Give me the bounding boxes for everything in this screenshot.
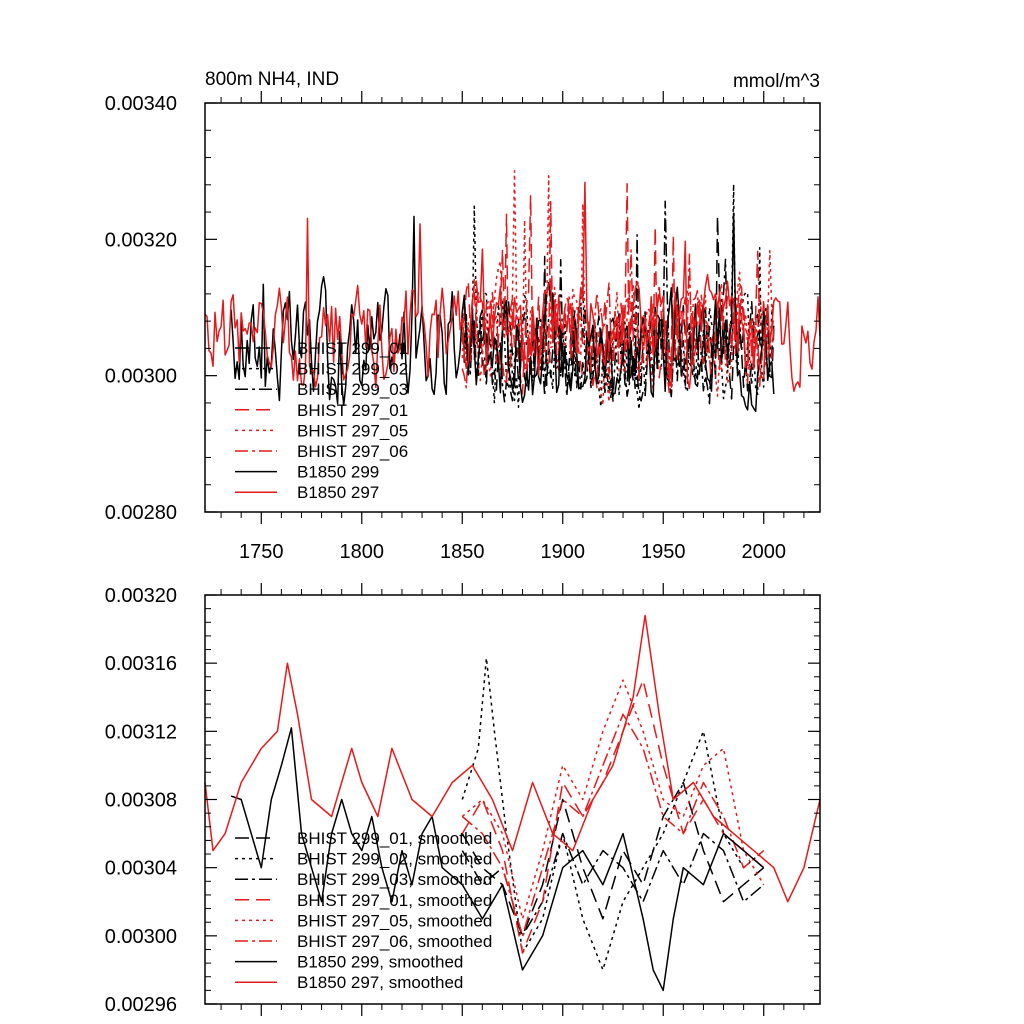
- legend-label-b1850-299-smoothed: B1850 299, smoothed: [297, 953, 463, 972]
- y-tick-label: 0.00300: [105, 926, 177, 948]
- legend-label-bhist-299-02-smoothed: BHIST 299_02, smoothed: [297, 850, 492, 869]
- legend-label-bhist-299-03-smoothed: BHIST 299_03, smoothed: [297, 870, 492, 889]
- bottom-ticks: 0.00296 0.00300 0.00304 0.00308 0.00312 0.003…: [105, 583, 820, 1016]
- series-line-b1850-299-smoothed: [230, 727, 765, 992]
- y-tick-label: 0.00340: [105, 93, 177, 115]
- y-tick-label: 0.00320: [105, 585, 177, 607]
- bottom-series-layer: [204, 614, 821, 992]
- legend-label-bhist-299-01-smoothed: BHIST 299_01, smoothed: [297, 829, 492, 848]
- top-ticks: 0.00280 0.00300 0.00320 0.00340 1750 1800 1850…: [105, 91, 820, 563]
- top-series-layer: [204, 169, 821, 413]
- series-line-bhist-297-06-smoothed: [461, 713, 765, 937]
- x-tick-label: 1900: [540, 541, 585, 563]
- series-line-bhist-299-03: [462, 200, 775, 405]
- bottom-panel: 0.00296 0.00300 0.00304 0.00308 0.00312 0.003…: [105, 583, 821, 1016]
- x-tick-label: 1800: [340, 541, 385, 563]
- series-line-bhist-299-01-smoothed: [461, 781, 765, 937]
- series-line-b1850-297: [204, 181, 821, 392]
- y-tick-label: 0.00304: [105, 858, 177, 880]
- legend-label-b1850-297-smoothed: B1850 297, smoothed: [297, 973, 463, 992]
- legend-label-bhist-297-06-smoothed: BHIST 297_06, smoothed: [297, 932, 492, 951]
- legend-label-bhist-297-05-smoothed: BHIST 297_05, smoothed: [297, 911, 492, 930]
- legend-label-bhist-297-05: BHIST 297_05: [297, 421, 408, 440]
- y-tick-label: 0.00320: [105, 229, 177, 251]
- y-tick-label: 0.00296: [105, 994, 177, 1016]
- series-line-bhist-299-02-smoothed: [461, 657, 765, 971]
- legend-label-bhist-299-01: BHIST 299_01: [297, 339, 408, 358]
- x-tick-label: 1950: [641, 541, 686, 563]
- series-line-bhist-297-06: [461, 249, 775, 394]
- bottom-legend: BHIST 299_01, smoothed BHIST 299_02, smoo…: [235, 829, 492, 992]
- x-tick-label: 1850: [440, 541, 485, 563]
- series-line-bhist-297-05-smoothed: [461, 679, 765, 920]
- legend-label-bhist-299-03: BHIST 299_03: [297, 380, 408, 399]
- legend-label-b1850-299: B1850 299: [297, 463, 379, 482]
- top-panel: 800m NH4, IND mmol/m^3 0.002800.003000.0…: [105, 69, 821, 563]
- y-tick-label: 0.00316: [105, 653, 177, 675]
- y-tick-label: 0.00312: [105, 721, 177, 743]
- series-line-bhist-297-05: [461, 169, 775, 407]
- legend-label-bhist-299-02: BHIST 299_02: [297, 360, 408, 379]
- legend-label-bhist-297-06: BHIST 297_06: [297, 442, 408, 461]
- y-tick-label: 0.00280: [105, 502, 177, 524]
- x-tick-label: 2000: [741, 541, 786, 563]
- top-title-right: mmol/m^3: [733, 71, 820, 92]
- series-line-b1850-299: [230, 212, 775, 413]
- x-tick-label: 1750: [239, 541, 284, 563]
- y-tick-label: 0.00308: [105, 790, 177, 812]
- y-tick-label: 0.00300: [105, 366, 177, 388]
- legend-label-bhist-297-01: BHIST 297_01: [297, 401, 408, 420]
- series-line-bhist-297-01-smoothed: [461, 679, 765, 954]
- legend-label-b1850-297: B1850 297: [297, 483, 379, 502]
- top-plot-frame: [204, 102, 821, 513]
- top-title-left: 800m NH4, IND: [205, 69, 339, 90]
- legend-label-bhist-297-01-smoothed: BHIST 297_01, smoothed: [297, 891, 492, 910]
- series-line-b1850-297-smoothed: [204, 614, 821, 903]
